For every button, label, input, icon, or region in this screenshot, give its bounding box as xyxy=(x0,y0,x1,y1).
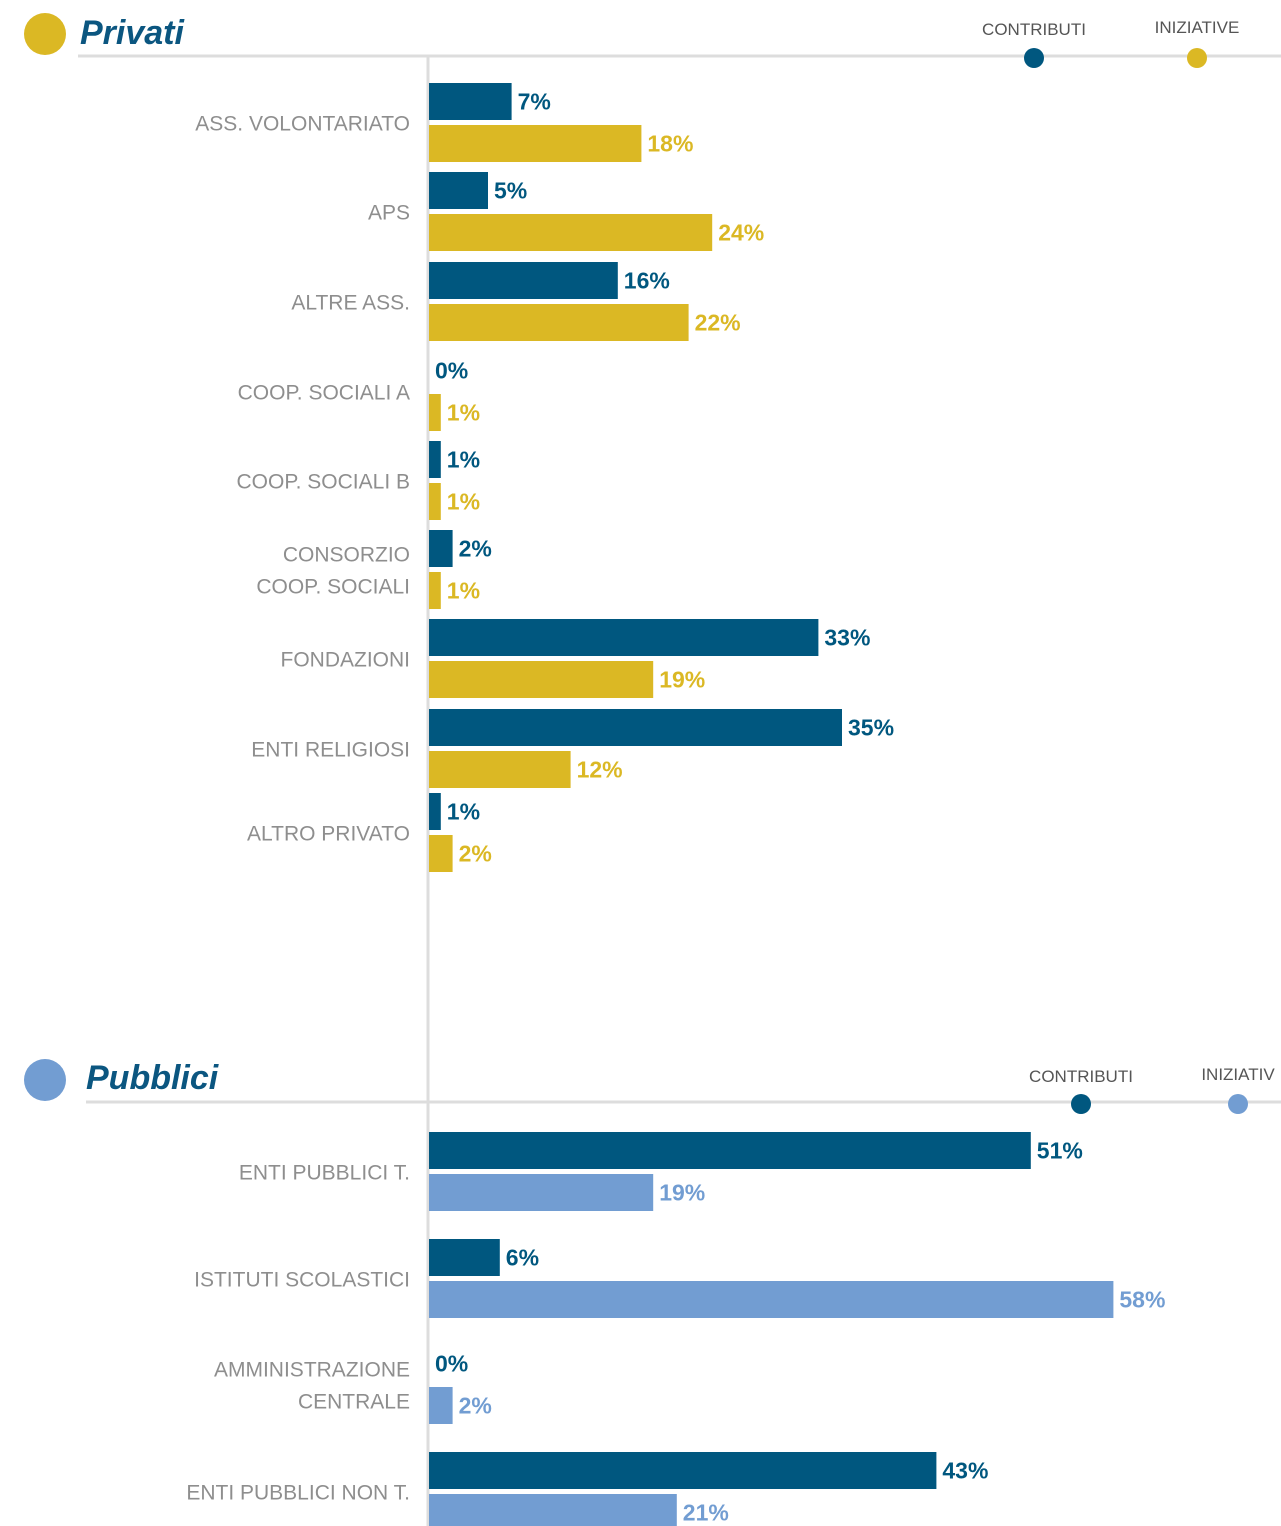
legend-dot xyxy=(1024,48,1044,68)
bar-contributi xyxy=(429,83,512,120)
bar-iniziative xyxy=(429,661,654,698)
data-label: 22% xyxy=(695,310,741,336)
data-label: 33% xyxy=(824,625,870,651)
data-label: 16% xyxy=(624,268,670,294)
data-label: 6% xyxy=(506,1245,539,1271)
bar-iniziative xyxy=(429,214,713,251)
data-label: 24% xyxy=(718,220,764,246)
legend-label: INIZIATIVE xyxy=(1155,18,1240,37)
data-label: 0% xyxy=(435,358,468,384)
bar-contributi xyxy=(429,262,618,299)
bar-contributi xyxy=(429,619,819,656)
data-label: 19% xyxy=(659,667,705,693)
category-label: FONDAZIONI xyxy=(281,649,411,672)
section-title: Pubblici xyxy=(86,1059,220,1097)
bar-iniziative xyxy=(429,125,642,162)
legend-label: CONTRIBUTI xyxy=(982,20,1086,39)
data-label: 1% xyxy=(447,799,480,825)
legend-dot xyxy=(1071,1094,1091,1114)
data-label: 0% xyxy=(435,1351,468,1377)
legend-dot xyxy=(1187,48,1207,68)
bar-contributi xyxy=(429,441,441,478)
category-label: COOP. SOCIALI A xyxy=(238,382,410,405)
category-label: COOP. SOCIALI xyxy=(256,576,410,599)
bar-contributi xyxy=(429,1132,1031,1169)
legend-label: CONTRIBUTI xyxy=(1029,1067,1133,1086)
category-label: COOP. SOCIALI B xyxy=(236,471,410,494)
data-label: 19% xyxy=(659,1180,705,1206)
data-label: 35% xyxy=(848,715,894,741)
bar-contributi xyxy=(429,709,842,746)
section-marker-dot xyxy=(24,1059,66,1101)
data-label: 1% xyxy=(447,489,480,515)
bar-contributi xyxy=(429,172,488,209)
bar-iniziative xyxy=(429,1281,1114,1318)
bar-iniziative xyxy=(429,1494,677,1526)
data-label: 21% xyxy=(683,1500,729,1526)
data-label: 7% xyxy=(518,89,551,115)
data-label: 51% xyxy=(1037,1138,1083,1164)
bar-contributi xyxy=(429,1452,937,1489)
bar-iniziative xyxy=(429,394,441,431)
category-label: CONSORZIO xyxy=(283,544,410,567)
category-label: CENTRALE xyxy=(298,1391,410,1414)
data-label: 1% xyxy=(447,578,480,604)
bar-contributi xyxy=(429,793,441,830)
data-label: 1% xyxy=(447,400,480,426)
data-label: 5% xyxy=(494,178,527,204)
bar-iniziative xyxy=(429,751,571,788)
category-label: ENTI PUBBLICI NON T. xyxy=(186,1482,410,1505)
bar-iniziative xyxy=(429,1174,654,1211)
category-label: APS xyxy=(368,202,410,225)
category-label: ALTRE ASS. xyxy=(291,292,410,315)
data-label: 1% xyxy=(447,447,480,473)
legend-dot xyxy=(1228,1094,1248,1114)
data-label: 43% xyxy=(942,1458,988,1484)
bar-iniziative xyxy=(429,572,441,609)
bar-iniziative xyxy=(429,835,453,872)
legend-label: INIZIATIV xyxy=(1201,1065,1275,1084)
data-label: 2% xyxy=(459,1393,492,1419)
bar-iniziative xyxy=(429,1387,453,1424)
category-label: ALTRO PRIVATO xyxy=(247,823,410,846)
data-label: 2% xyxy=(459,536,492,562)
data-label: 12% xyxy=(577,757,623,783)
data-label: 58% xyxy=(1119,1287,1165,1313)
category-label: ISTITUTI SCOLASTICI xyxy=(194,1269,410,1292)
bar-contributi xyxy=(429,530,453,567)
category-label: ENTI RELIGIOSI xyxy=(251,739,410,762)
category-label: ENTI PUBBLICI T. xyxy=(239,1162,410,1185)
data-label: 18% xyxy=(647,131,693,157)
bar-contributi xyxy=(429,1239,500,1276)
section-marker-dot xyxy=(24,13,66,55)
bar-iniziative xyxy=(429,304,689,341)
bar-iniziative xyxy=(429,483,441,520)
section-title: Privati xyxy=(80,14,185,52)
category-label: ASS. VOLONTARIATO xyxy=(195,113,410,136)
category-label: AMMINISTRAZIONE xyxy=(214,1359,410,1382)
data-label: 2% xyxy=(459,841,492,867)
